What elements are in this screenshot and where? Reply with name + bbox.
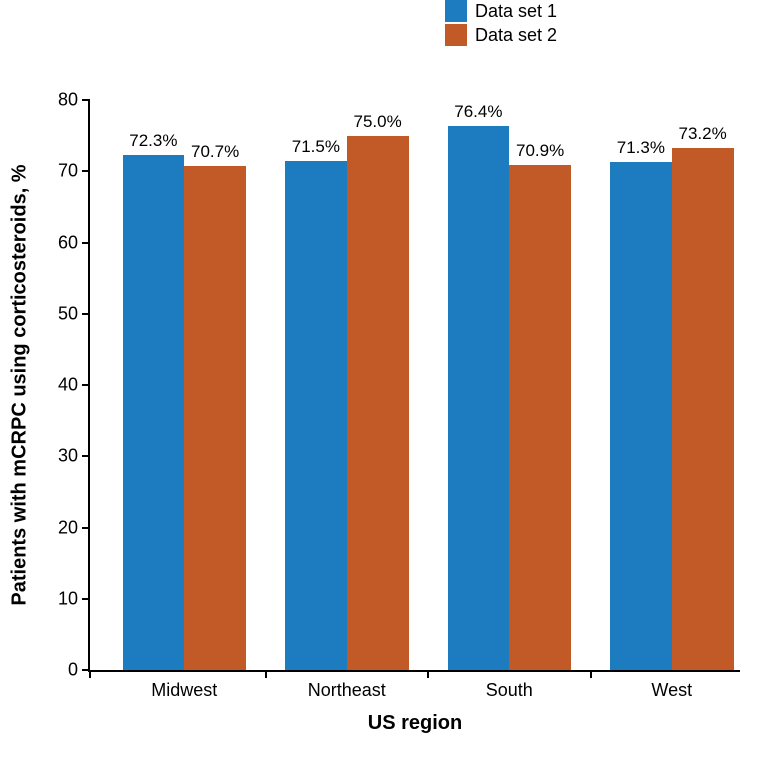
bar-value-label: 73.2% [679, 124, 727, 144]
x-tick-label: Northeast [308, 680, 386, 701]
y-tick-label: 70 [38, 161, 78, 182]
legend-label-2: Data set 2 [475, 25, 557, 46]
legend-swatch-1 [445, 0, 467, 22]
bar-value-label: 76.4% [454, 102, 502, 122]
y-tick [82, 455, 90, 457]
legend-swatch-2 [445, 24, 467, 46]
bar: 70.7% [184, 166, 246, 670]
y-tick-label: 30 [38, 446, 78, 467]
x-tick [89, 670, 91, 678]
bar-value-label: 71.5% [292, 137, 340, 157]
bar: 76.4% [448, 126, 510, 670]
bar-value-label: 71.3% [617, 138, 665, 158]
legend: Data set 1 Data set 2 [445, 0, 557, 48]
y-tick [82, 384, 90, 386]
x-tick [590, 670, 592, 678]
chart-container: Data set 1 Data set 2 Patients with mCRP… [0, 0, 771, 770]
y-tick [82, 170, 90, 172]
y-tick-label: 20 [38, 517, 78, 538]
y-axis-title: Patients with mCRPC using corticosteroid… [9, 164, 32, 605]
y-tick-label: 40 [38, 375, 78, 396]
y-tick-label: 60 [38, 232, 78, 253]
bar-value-label: 75.0% [354, 112, 402, 132]
y-tick [82, 598, 90, 600]
bar-value-label: 70.9% [516, 141, 564, 161]
x-tick [427, 670, 429, 678]
y-tick [82, 527, 90, 529]
x-tick-label: South [486, 680, 533, 701]
bar-value-label: 70.7% [191, 142, 239, 162]
y-tick-label: 50 [38, 303, 78, 324]
bar: 71.5% [285, 161, 347, 670]
bar: 70.9% [509, 165, 571, 670]
y-tick [82, 99, 90, 101]
y-tick [82, 313, 90, 315]
x-tick-label: Midwest [151, 680, 217, 701]
bar: 72.3% [123, 155, 185, 670]
legend-label-1: Data set 1 [475, 1, 557, 22]
y-tick-label: 0 [38, 660, 78, 681]
x-tick-label: West [651, 680, 692, 701]
x-tick [265, 670, 267, 678]
bar: 75.0% [347, 136, 409, 670]
y-tick-label: 80 [38, 90, 78, 111]
bar: 73.2% [672, 148, 734, 670]
legend-item: Data set 1 [445, 0, 557, 22]
plot-area: Patients with mCRPC using corticosteroid… [88, 100, 740, 672]
x-axis-title: US region [368, 712, 462, 735]
legend-item: Data set 2 [445, 24, 557, 46]
bar-value-label: 72.3% [129, 131, 177, 151]
y-tick-label: 10 [38, 588, 78, 609]
bar: 71.3% [610, 162, 672, 670]
y-tick [82, 242, 90, 244]
